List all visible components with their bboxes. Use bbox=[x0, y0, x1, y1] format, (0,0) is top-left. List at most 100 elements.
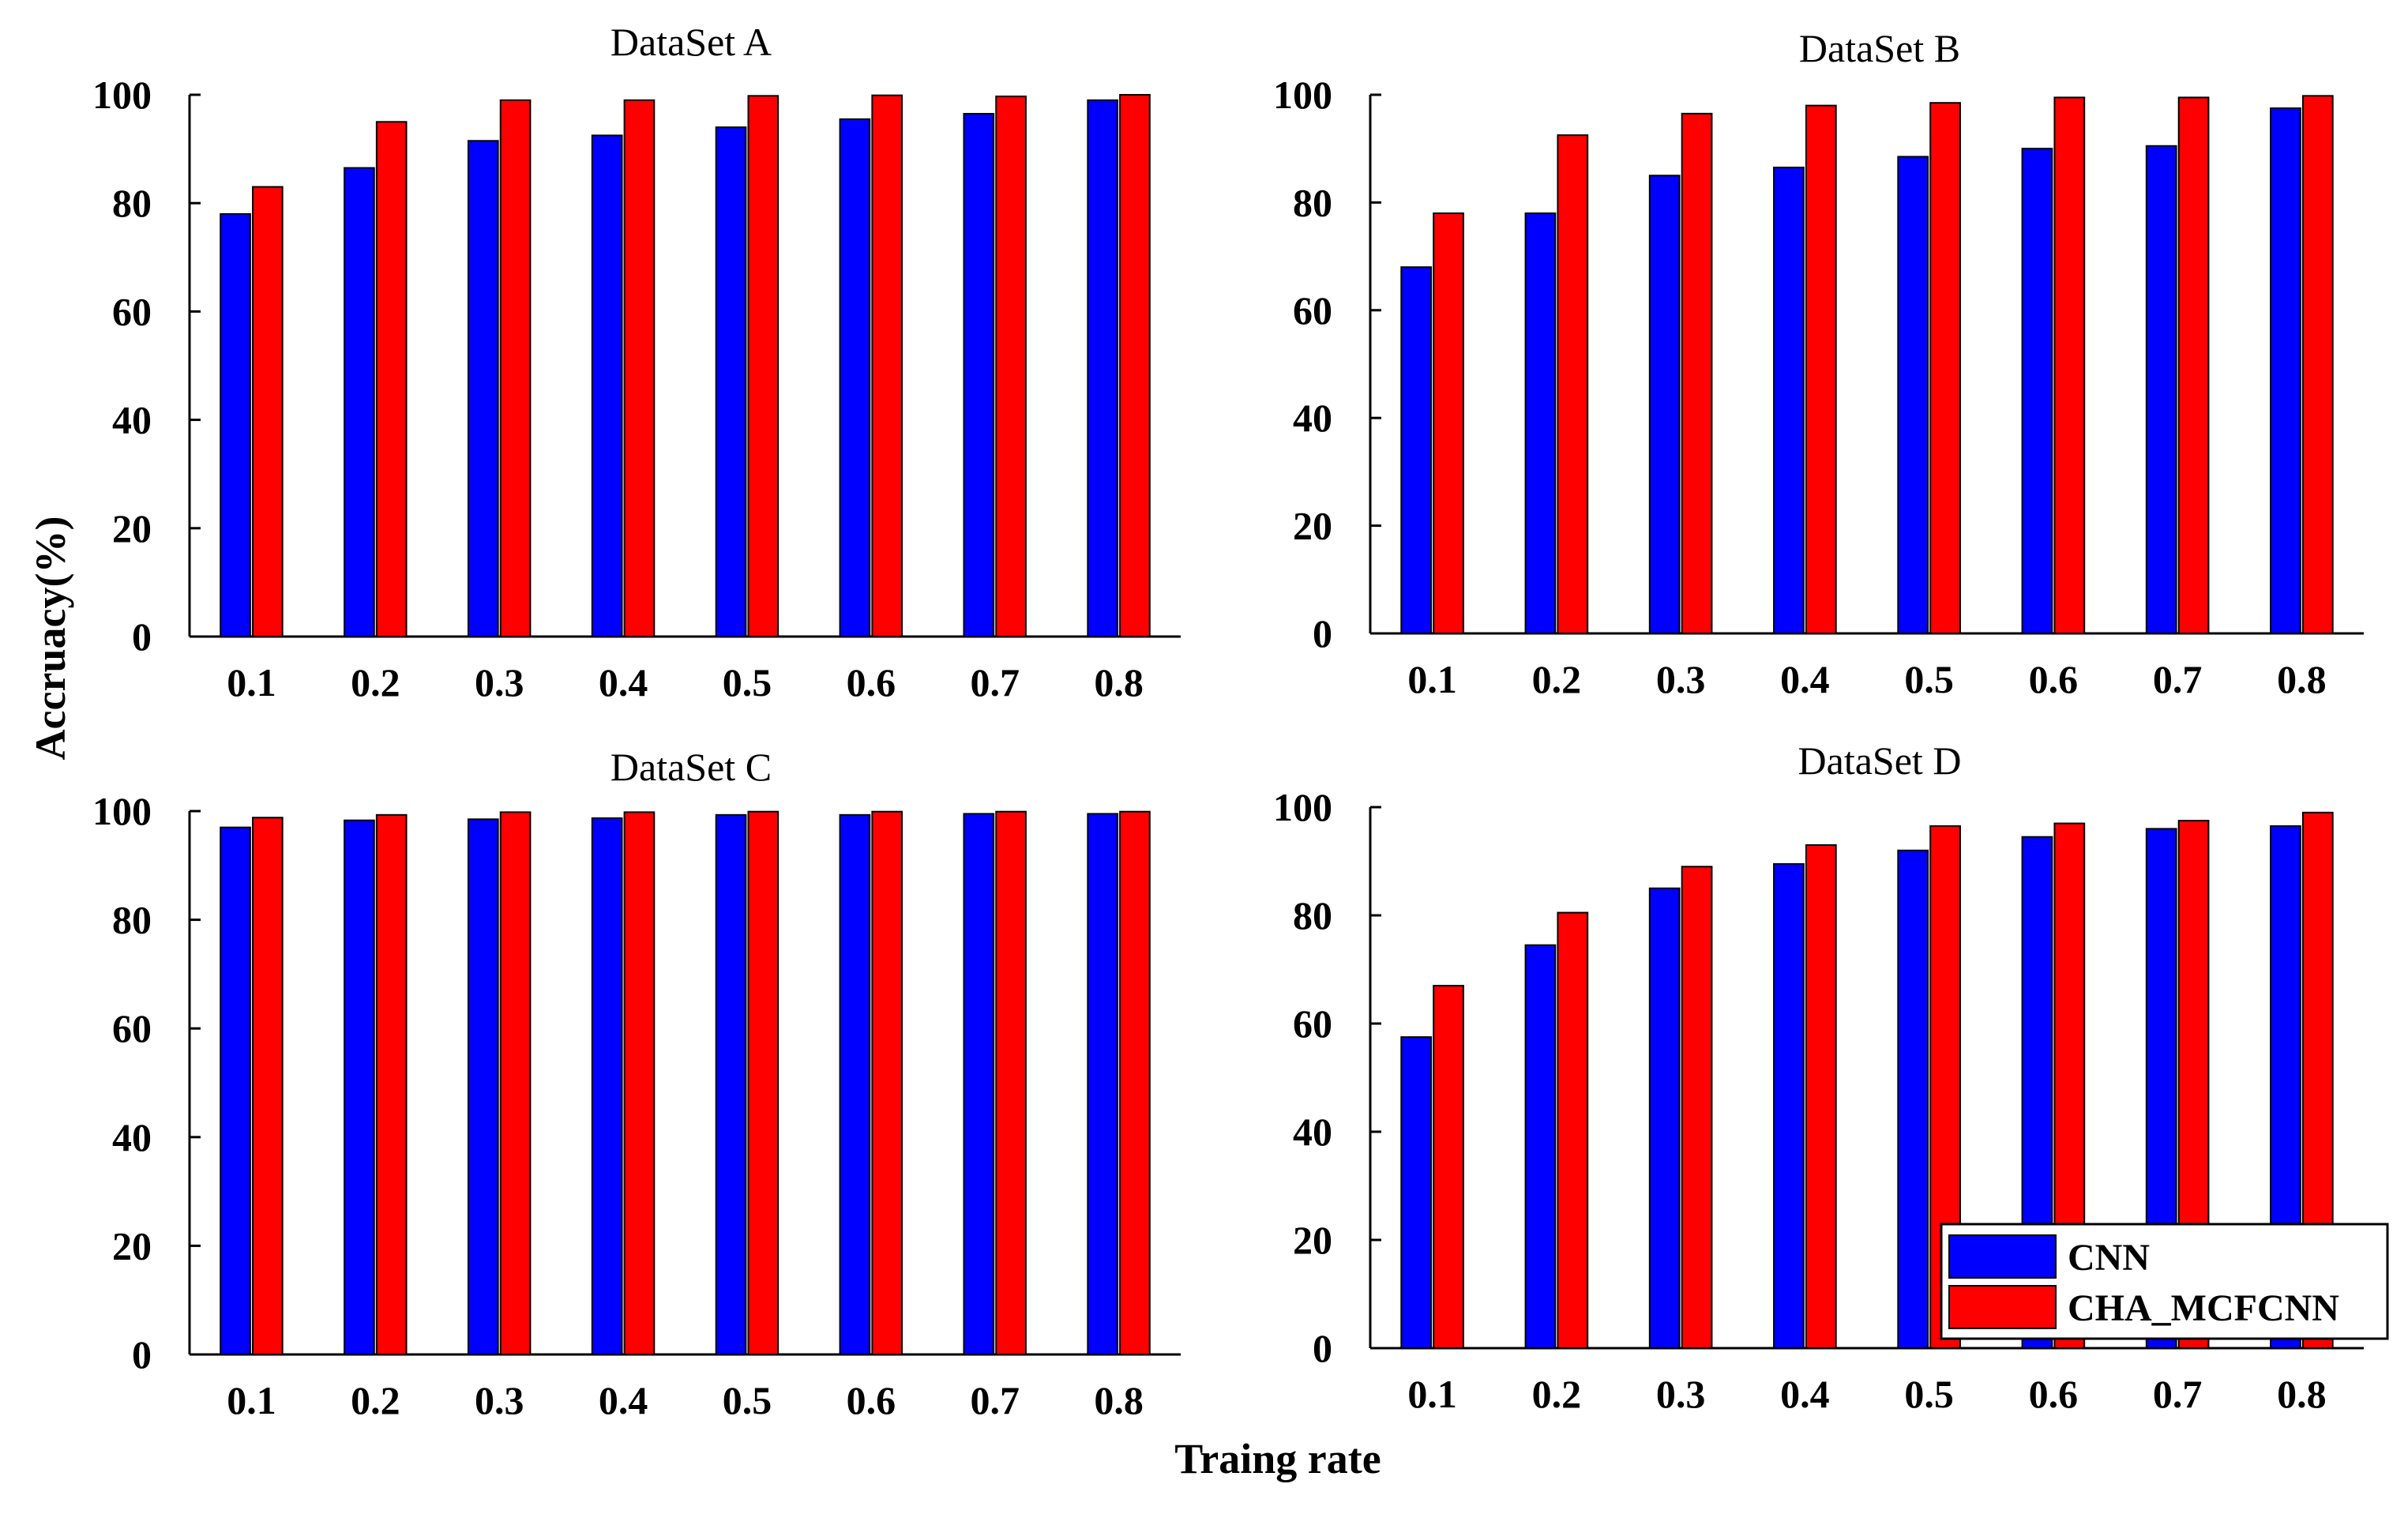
x-tick-label: 0.5 bbox=[1904, 1372, 1954, 1416]
bar bbox=[747, 95, 780, 637]
bar bbox=[344, 819, 375, 1356]
y-tick-label: 40 bbox=[112, 398, 152, 442]
bar bbox=[1400, 1036, 1433, 1349]
x-axis-label: Traing rate bbox=[1174, 1435, 1381, 1482]
x-tick-label: 0.6 bbox=[2029, 1372, 2079, 1416]
bar bbox=[1119, 810, 1151, 1355]
bar bbox=[1119, 94, 1151, 637]
bar bbox=[467, 140, 499, 637]
x-tick-label: 0.1 bbox=[1407, 1372, 1457, 1416]
bar bbox=[591, 817, 623, 1355]
y-tick-label: 40 bbox=[1293, 1110, 1332, 1154]
x-tick-label: 0.1 bbox=[227, 660, 276, 704]
bar bbox=[499, 811, 532, 1355]
bar bbox=[1648, 175, 1681, 635]
bar bbox=[871, 94, 903, 638]
bar bbox=[1433, 985, 1464, 1350]
bar bbox=[1400, 266, 1433, 634]
bar bbox=[252, 817, 284, 1355]
x-tick-label: 0.6 bbox=[847, 1378, 896, 1422]
x-tick-label: 0.3 bbox=[1656, 657, 1706, 701]
x-tick-label: 0.8 bbox=[1094, 660, 1144, 704]
panel-title: DataSet C bbox=[610, 745, 772, 789]
x-tick-label: 0.8 bbox=[2277, 1372, 2327, 1416]
bar bbox=[995, 96, 1027, 638]
y-tick-label: 0 bbox=[1313, 1326, 1332, 1370]
bar bbox=[2177, 96, 2210, 635]
y-tick-label: 20 bbox=[1293, 1218, 1332, 1262]
bar bbox=[1929, 102, 1961, 635]
x-tick-label: 0.4 bbox=[599, 660, 648, 704]
panel-title: DataSet A bbox=[610, 20, 772, 64]
legend-swatch bbox=[1948, 1234, 2057, 1279]
x-tick-label: 0.4 bbox=[599, 1378, 648, 1422]
bar bbox=[839, 118, 871, 637]
y-axis-label: Accruacy(%) bbox=[27, 517, 74, 761]
bar bbox=[1524, 212, 1557, 635]
y-tick-label: 100 bbox=[92, 789, 152, 833]
x-tick-label: 0.3 bbox=[1656, 1372, 1706, 1416]
y-tick-label: 100 bbox=[1273, 785, 1332, 829]
bar bbox=[1087, 99, 1118, 638]
x-tick-label: 0.8 bbox=[1094, 1378, 1144, 1422]
y-tick-label: 80 bbox=[1293, 180, 1332, 224]
bar bbox=[2145, 145, 2177, 635]
bar bbox=[220, 826, 251, 1355]
bar bbox=[1557, 911, 1589, 1349]
bar bbox=[715, 813, 747, 1356]
bar bbox=[1805, 104, 1837, 634]
x-tick-label: 0.2 bbox=[1532, 1372, 1582, 1416]
legend-label: CNN bbox=[2068, 1237, 2150, 1279]
x-tick-label: 0.7 bbox=[2153, 657, 2203, 701]
y-tick-label: 80 bbox=[112, 898, 152, 942]
panel-title: DataSet D bbox=[1798, 738, 1962, 783]
x-tick-label: 0.5 bbox=[723, 660, 772, 704]
bar bbox=[2053, 96, 2086, 635]
y-tick-label: 60 bbox=[112, 289, 152, 333]
x-tick-label: 0.7 bbox=[2153, 1372, 2203, 1416]
x-tick-label: 0.8 bbox=[2277, 657, 2327, 701]
bar bbox=[963, 813, 995, 1355]
x-tick-label: 0.6 bbox=[2029, 657, 2079, 701]
y-tick-label: 0 bbox=[132, 1332, 152, 1377]
bar bbox=[1557, 134, 1589, 634]
bar bbox=[1648, 887, 1681, 1349]
y-tick-label: 100 bbox=[92, 73, 152, 117]
bar bbox=[1681, 866, 1713, 1349]
bar bbox=[1433, 212, 1464, 635]
x-tick-label: 0.4 bbox=[1780, 1372, 1830, 1416]
x-tick-label: 0.4 bbox=[1780, 657, 1830, 701]
x-tick-label: 0.1 bbox=[227, 1378, 276, 1422]
bar bbox=[591, 134, 623, 637]
bar bbox=[2270, 107, 2301, 635]
bar bbox=[1897, 156, 1929, 634]
bar bbox=[715, 126, 747, 638]
x-tick-label: 0.2 bbox=[351, 660, 400, 704]
bar bbox=[220, 212, 251, 638]
bar bbox=[1087, 813, 1118, 1355]
x-tick-label: 0.3 bbox=[475, 660, 524, 704]
y-tick-label: 40 bbox=[112, 1115, 152, 1159]
y-tick-label: 20 bbox=[112, 1223, 152, 1268]
y-tick-label: 60 bbox=[1293, 1001, 1332, 1046]
y-tick-label: 0 bbox=[1313, 611, 1332, 656]
x-tick-label: 0.3 bbox=[475, 1378, 524, 1422]
legend-swatch bbox=[1948, 1285, 2057, 1329]
y-tick-label: 100 bbox=[1273, 73, 1332, 117]
x-tick-label: 0.7 bbox=[970, 1378, 1020, 1422]
x-tick-label: 0.7 bbox=[970, 660, 1020, 704]
bar bbox=[995, 810, 1027, 1355]
bar bbox=[1805, 843, 1837, 1349]
bar bbox=[1773, 862, 1805, 1350]
bar bbox=[375, 121, 408, 638]
x-tick-label: 0.6 bbox=[847, 660, 896, 704]
bar bbox=[871, 810, 903, 1355]
panel-title: DataSet B bbox=[1799, 26, 1960, 70]
bar bbox=[963, 113, 995, 637]
y-tick-label: 0 bbox=[132, 614, 152, 659]
y-tick-label: 20 bbox=[112, 506, 152, 550]
bar bbox=[1897, 849, 1929, 1350]
y-tick-label: 60 bbox=[1293, 288, 1332, 332]
bar bbox=[1773, 167, 1805, 634]
bar bbox=[252, 186, 284, 637]
